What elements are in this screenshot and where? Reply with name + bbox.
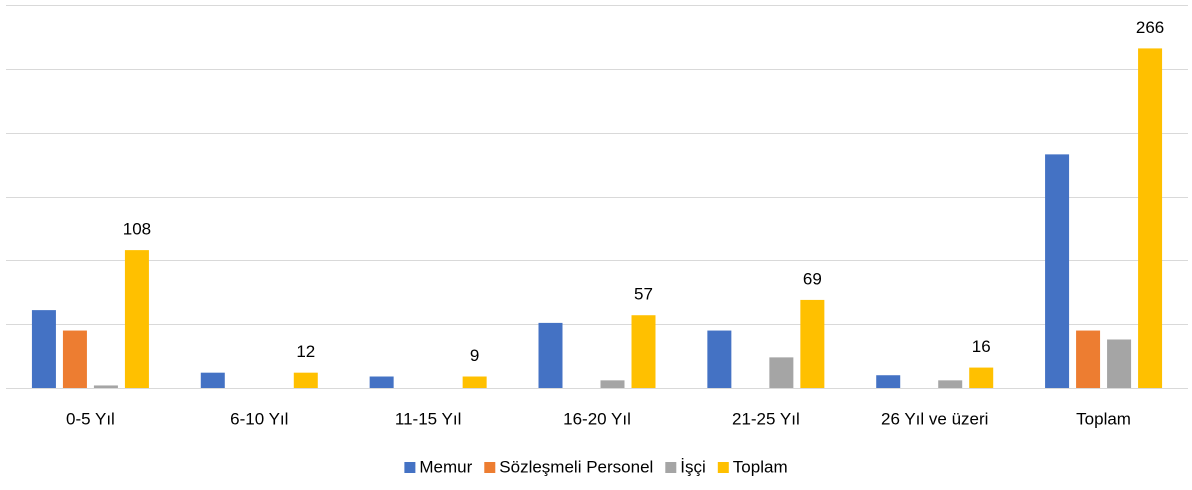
x-tick-label: 16-20 Yıl <box>563 409 631 428</box>
bar <box>1076 330 1101 388</box>
data-label: 69 <box>803 269 822 288</box>
bar <box>1138 48 1163 388</box>
x-tick-label: 11-15 Yıl <box>395 409 461 428</box>
bar <box>538 322 563 388</box>
data-label: 266 <box>1136 18 1164 37</box>
bar <box>600 380 625 388</box>
bar <box>1107 339 1132 388</box>
data-label: 16 <box>972 337 991 356</box>
bar <box>800 299 825 388</box>
bar <box>707 330 732 388</box>
legend-swatch <box>404 462 416 473</box>
legend-swatch <box>717 462 729 473</box>
bar <box>124 250 149 388</box>
x-tick-label: 21-25 Yıl <box>732 409 800 428</box>
bar <box>200 372 225 388</box>
bar <box>938 380 963 388</box>
bar <box>31 310 56 388</box>
bar <box>62 330 87 388</box>
bar <box>876 375 901 388</box>
data-label: 57 <box>634 285 653 304</box>
bar <box>769 357 794 388</box>
x-tick-label: Toplam <box>1076 409 1131 428</box>
bar <box>969 367 994 388</box>
bar <box>369 376 394 388</box>
x-tick-label: 26 Yıl ve üzeri <box>881 409 988 428</box>
data-label: 9 <box>470 346 479 365</box>
legend-label: İşçi <box>680 457 706 476</box>
bar <box>93 385 118 388</box>
bar <box>1045 154 1070 388</box>
data-label: 12 <box>296 342 315 361</box>
legend-swatch <box>484 462 496 473</box>
bar <box>462 376 487 388</box>
data-label: 108 <box>123 220 151 239</box>
legend-label: Memur <box>419 457 472 476</box>
bar <box>631 315 656 388</box>
x-tick-label: 6-10 Yıl <box>230 409 288 428</box>
x-tick-label: 0-5 Yıl <box>66 409 115 428</box>
legend-swatch <box>665 462 677 473</box>
legend-label: Toplam <box>733 457 788 476</box>
bar <box>293 372 318 388</box>
legend-label: Sözleşmeli Personel <box>499 457 653 476</box>
